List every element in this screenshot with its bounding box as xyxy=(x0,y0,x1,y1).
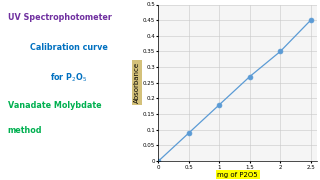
Text: for P$_2$O$_5$: for P$_2$O$_5$ xyxy=(51,72,88,84)
Text: Calibration curve: Calibration curve xyxy=(30,43,108,52)
Text: UV Spectrophotometer: UV Spectrophotometer xyxy=(8,13,112,22)
Text: method: method xyxy=(8,126,42,135)
X-axis label: mg of P2O5: mg of P2O5 xyxy=(217,172,258,178)
Text: Vanadate Molybdate: Vanadate Molybdate xyxy=(8,101,101,110)
Y-axis label: Absorbance: Absorbance xyxy=(134,62,140,103)
